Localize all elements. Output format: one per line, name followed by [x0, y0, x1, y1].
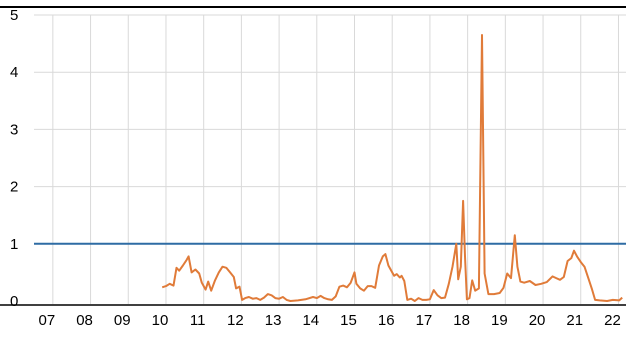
x-tick-label: 17 [416, 312, 433, 329]
x-tick-label: 12 [227, 312, 244, 329]
y-tick-label: 1 [10, 236, 18, 253]
y-tick-label: 3 [10, 121, 18, 138]
x-tick-label: 22 [604, 312, 621, 329]
x-tick-label: 19 [491, 312, 508, 329]
x-tick-label: 15 [340, 312, 357, 329]
x-tick-label: 21 [566, 312, 583, 329]
y-tick-label: 4 [10, 64, 18, 81]
x-tick-label: 08 [76, 312, 93, 329]
grid-lines [34, 14, 626, 304]
x-tick-label: 20 [529, 312, 546, 329]
x-tick-label: 10 [152, 312, 169, 329]
y-tick-label: 5 [10, 7, 18, 24]
x-tick-label: 14 [302, 312, 319, 329]
y-tick-label: 0 [10, 293, 18, 310]
x-tick-label: 09 [114, 312, 131, 329]
chart-frame [0, 6, 626, 306]
x-tick-label: 18 [453, 312, 470, 329]
x-tick-label: 07 [39, 312, 56, 329]
x-axis-ticks: 07 08 09 10 11 12 13 14 15 16 17 18 19 20 21 22 [39, 312, 621, 329]
series-line [161, 34, 623, 302]
x-tick-label: 13 [265, 312, 282, 329]
x-tick-label: 16 [378, 312, 395, 329]
x-tick-label: 11 [190, 312, 206, 329]
y-axis-ticks: 0 1 2 3 4 5 [10, 7, 18, 310]
series-group [34, 34, 626, 302]
y-tick-label: 2 [10, 179, 18, 196]
